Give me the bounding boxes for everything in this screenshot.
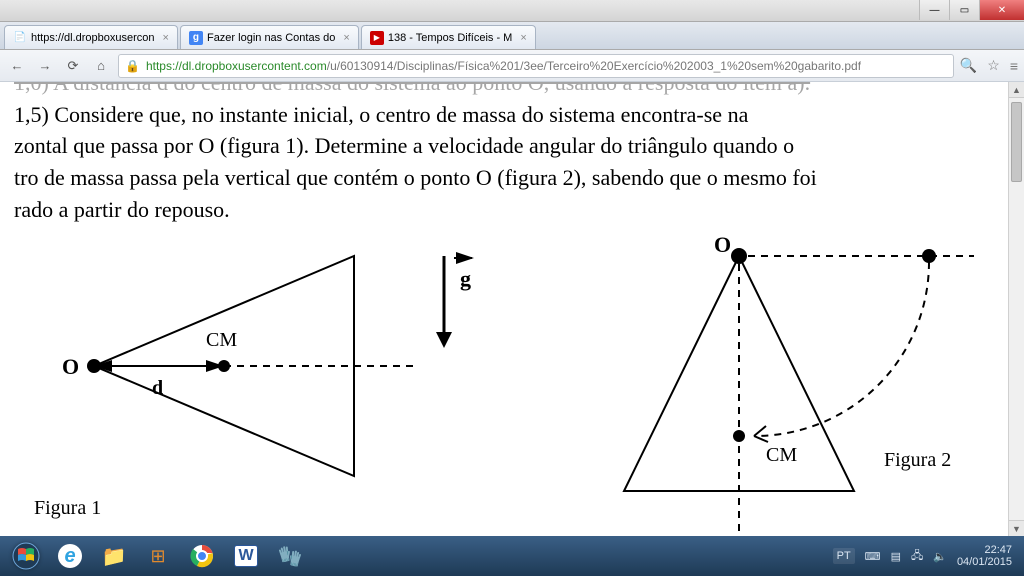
taskbar-office-icon[interactable]: ⊞ [138,540,178,572]
fig1-CM-point [218,360,230,372]
pdf-text-line: tro de massa passa pela vertical que con… [14,163,1010,193]
url-host: https://dl.dropboxusercontent.com [146,59,327,73]
back-button[interactable]: ← [6,55,28,77]
figures-svg: O CM d Figura 1 g [14,236,1004,536]
pdf-viewport: 1,0) A distância d do centro de massa do… [0,82,1024,536]
fig2-arc-arrowhead [754,426,768,442]
vertical-scrollbar[interactable]: ▲ ▼ [1008,82,1024,536]
fig1-label-d: d [152,377,163,399]
network-icon[interactable]: 🖧 [911,547,923,566]
taskbar-misc-icon[interactable]: 🧤 [270,540,310,572]
tab-title: https://dl.dropboxusercon [31,32,155,44]
window-minimize-button[interactable]: — [919,0,949,20]
tab-title: Fazer login nas Contas do [207,32,335,44]
language-indicator[interactable]: PT [833,548,855,564]
fig2-O-point [731,248,747,264]
fig1-label-O: O [62,354,79,379]
window-titlebar: — ▭ ✕ [0,0,1024,22]
fig2-arc [754,262,929,436]
figures-container: O CM d Figura 1 g [14,236,1010,536]
chrome-icon [190,544,214,568]
taskbar-word-icon[interactable]: W [226,540,266,572]
keyboard-icon[interactable]: ⌨ [865,550,881,563]
google-icon: g [189,31,203,45]
g-arrow-head [436,332,452,348]
pdf-line-cutoff: 1,0) A distância d do centro de massa do… [14,82,1010,98]
bookmark-star-icon[interactable]: ☆ [987,57,1000,74]
fig2-label-CM: CM [766,444,797,466]
fig1-label-CM: CM [206,329,237,351]
taskbar-clock[interactable]: 22:47 04/01/2015 [957,544,1012,568]
scroll-down-button[interactable]: ▼ [1009,520,1024,536]
fig2-CM-point [733,430,745,442]
toolbar-right: 🔍 ☆ ≡ [960,57,1018,74]
pdf-text-line: rado a partir do repouso. [14,195,1010,225]
pdf-page: 1,0) A distância d do centro de massa do… [0,82,1024,536]
url-path: /u/60130914/Disciplinas/Física%201/3ee/T… [327,59,861,73]
start-button[interactable] [6,540,46,572]
taskbar-chrome-icon[interactable] [182,540,222,572]
close-icon[interactable]: × [520,32,526,44]
reload-button[interactable]: ⟳ [62,55,84,77]
taskbar-ie-icon[interactable]: e [50,540,90,572]
taskbar-explorer-icon[interactable]: 📁 [94,540,134,572]
home-button[interactable]: ⌂ [90,55,112,77]
browser-tabbar: 📄 https://dl.dropboxusercon × g Fazer lo… [0,22,1024,50]
close-icon[interactable]: × [343,32,349,44]
address-bar[interactable]: 🔒 https://dl.dropboxusercontent.com/u/60… [118,54,954,78]
system-tray: PT ⌨ ▤ 🖧 🔈 22:47 04/01/2015 [833,544,1018,568]
tab-dropbox[interactable]: 📄 https://dl.dropboxusercon × [4,25,178,49]
action-center-icon[interactable]: ▤ [891,550,901,563]
tab-google-login[interactable]: g Fazer login nas Contas do × [180,25,359,49]
g-label: g [460,266,471,291]
clock-time: 22:47 [957,544,1012,556]
fig2-start-point [922,249,936,263]
zoom-icon[interactable]: 🔍 [960,57,977,74]
fig1-O-point [87,359,101,373]
fig2-label-O: O [714,236,731,257]
forward-button[interactable]: → [34,55,56,77]
pdf-text-line: 1,5) Considere que, no instante inicial,… [14,100,1010,130]
menu-icon[interactable]: ≡ [1010,58,1018,74]
scroll-up-button[interactable]: ▲ [1009,82,1024,98]
scroll-thumb[interactable] [1011,102,1022,182]
fig2-caption: Figura 2 [884,449,951,471]
windows-logo-icon [11,541,41,571]
tab-youtube[interactable]: ▶ 138 - Tempos Difíceis - M × [361,25,536,49]
window-close-button[interactable]: ✕ [979,0,1024,20]
clock-date: 04/01/2015 [957,556,1012,568]
lock-icon: 🔒 [125,59,140,73]
windows-taskbar: e 📁 ⊞ W 🧤 PT ⌨ ▤ 🖧 🔈 22:47 04/01/2015 [0,536,1024,576]
pdf-text-line: zontal que passa por O (figura 1). Deter… [14,131,1010,161]
youtube-icon: ▶ [370,31,384,45]
fig1-caption: Figura 1 [34,497,101,519]
tab-title: 138 - Tempos Difíceis - M [388,32,513,44]
page-icon: 📄 [13,31,27,45]
browser-toolbar: ← → ⟳ ⌂ 🔒 https://dl.dropboxusercontent.… [0,50,1024,82]
volume-icon[interactable]: 🔈 [933,550,947,563]
close-icon[interactable]: × [163,32,169,44]
window-controls: — ▭ ✕ [919,0,1024,20]
url-text: https://dl.dropboxusercontent.com/u/6013… [146,59,861,73]
window-maximize-button[interactable]: ▭ [949,0,979,20]
